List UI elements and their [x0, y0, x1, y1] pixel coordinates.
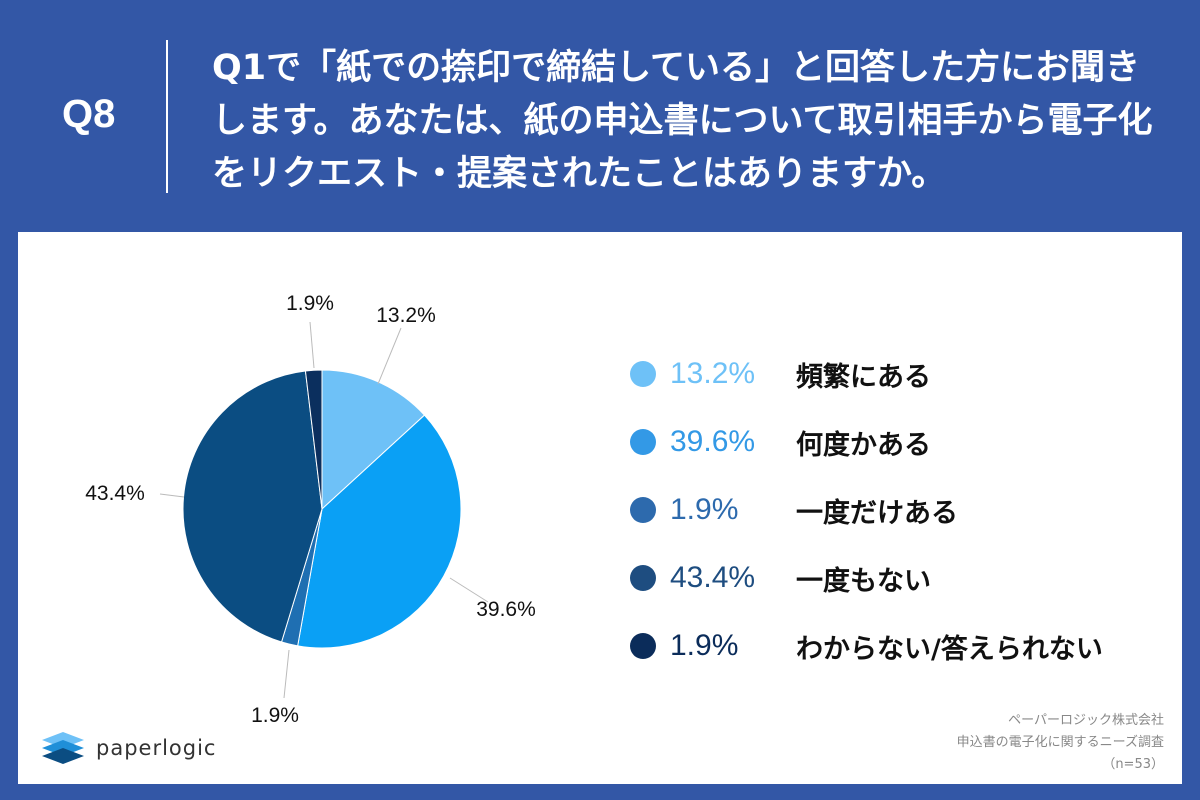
slice-label: 13.2% — [376, 304, 436, 327]
chart-panel: 13.2% 39.6% 1.9% 43.4% 1.9% 13.2% 頻繁にある 39.6% 何… — [18, 232, 1182, 784]
pie-slice — [297, 414, 462, 649]
question-line: Q1で「紙での捺印で締結している」と回答した方にお聞き — [212, 48, 1141, 88]
legend-percent: 43.4% — [670, 561, 756, 594]
leader-line — [377, 327, 402, 385]
legend-swatch — [630, 497, 656, 523]
question-line: します。あなたは、紙の申込書について取引相手から電子化 — [212, 101, 1153, 141]
footer-company: ペーパーロジック株式会社 — [1008, 713, 1164, 728]
leader-line — [159, 493, 185, 498]
legend-percent: 1.9% — [670, 493, 739, 526]
slice-label: 1.9% — [286, 292, 334, 315]
legend-swatch — [630, 565, 656, 591]
legend-label: 一度もない — [796, 565, 931, 597]
logo-text: paperlogic — [96, 736, 217, 760]
legend-label: わからない/答えられない — [796, 633, 1103, 665]
logo: paperlogic — [40, 730, 216, 766]
question-text: Q1で「紙での捺印で締結している」と回答した方にお聞き します。あなたは、紙の申… — [212, 42, 1172, 201]
pie-slice — [304, 369, 323, 510]
paperlogic-stack-icon — [42, 732, 84, 764]
legend-label: 頻繁にある — [796, 361, 931, 393]
legend-percent: 39.6% — [670, 425, 756, 458]
leader-line — [283, 649, 290, 699]
legend-item: 39.6% 何度かある — [630, 408, 1103, 476]
pie-slice — [321, 369, 426, 511]
legend-swatch — [630, 633, 656, 659]
legend-item: 13.2% 頻繁にある — [630, 340, 1103, 408]
pie-chart: 13.2% 39.6% 1.9% 43.4% 1.9% — [85, 292, 536, 727]
leader-line — [449, 577, 489, 603]
header-divider — [166, 40, 168, 193]
legend-label: 一度だけある — [796, 497, 958, 529]
legend: 13.2% 頻繁にある 39.6% 何度かある 1.9% 一度だけある 43.4% 一度もない… — [630, 340, 1103, 680]
legend-item: 1.9% 一度だけある — [630, 476, 1103, 544]
leader-line — [309, 321, 315, 369]
footer: ペーパーロジック株式会社 申込書の電子化に関するニーズ調査 （n=53） — [957, 710, 1164, 776]
slice-label: 43.4% — [85, 482, 145, 505]
legend-item: 43.4% 一度もない — [630, 544, 1103, 612]
footer-survey: 申込書の電子化に関するニーズ調査 — [956, 735, 1164, 750]
slice-label: 1.9% — [251, 704, 299, 727]
legend-swatch — [630, 361, 656, 387]
legend-label: 何度かある — [796, 429, 931, 461]
legend-percent: 13.2% — [670, 357, 756, 390]
question-number: Q8 — [62, 92, 116, 136]
legend-percent: 1.9% — [670, 629, 739, 662]
header: Q8 Q1で「紙での捺印で締結している」と回答した方にお聞き します。あなたは、… — [0, 0, 1200, 232]
legend-swatch — [630, 429, 656, 455]
question-line: をリクエスト・提案されたことはありますか。 — [212, 154, 947, 194]
legend-item: 1.9% わからない/答えられない — [630, 612, 1103, 680]
footer-sample: （n=53） — [1102, 757, 1164, 772]
slice-label: 39.6% — [476, 598, 536, 621]
